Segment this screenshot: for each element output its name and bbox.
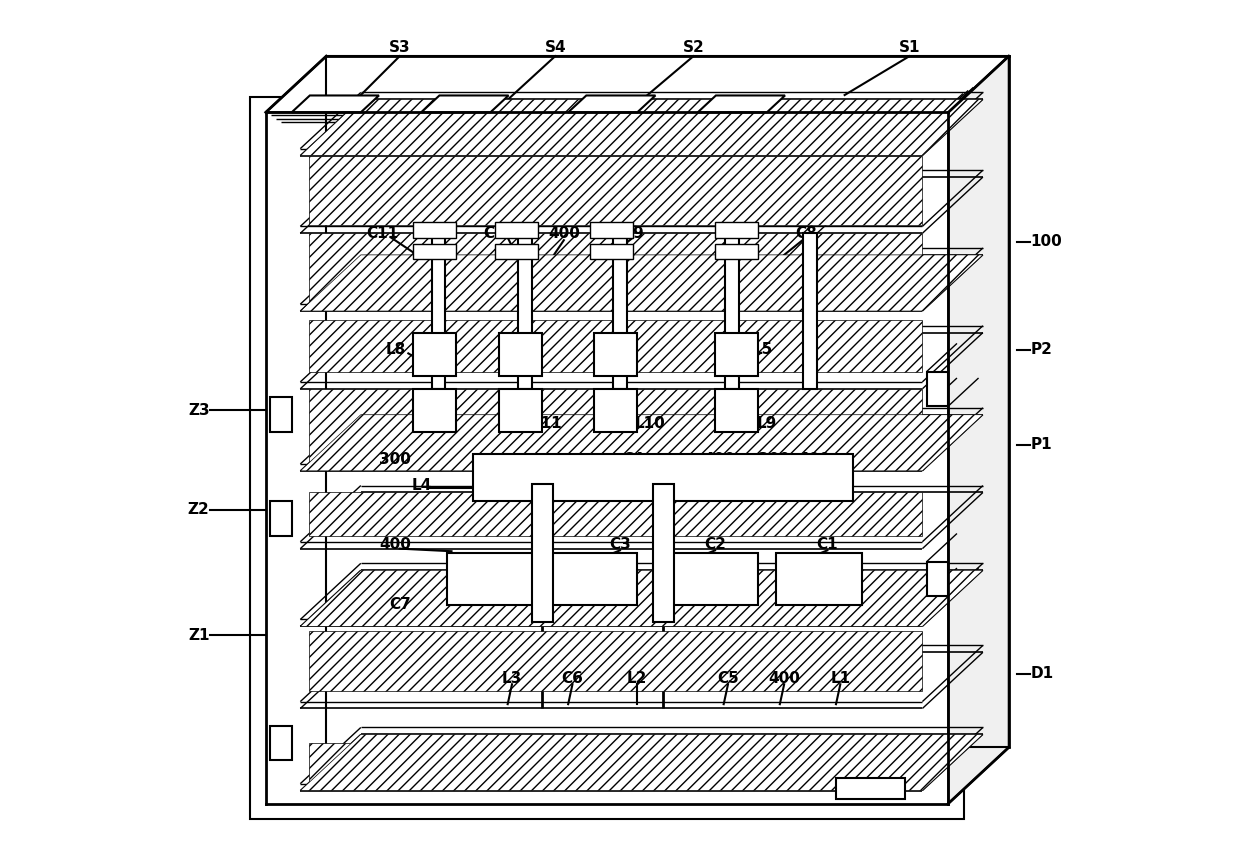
Bar — [594, 333, 637, 376]
Bar — [270, 397, 291, 432]
Bar — [495, 222, 538, 238]
Polygon shape — [949, 56, 1009, 804]
Text: C11: C11 — [366, 226, 398, 241]
Bar — [270, 726, 291, 760]
Text: 300: 300 — [720, 226, 753, 241]
Bar — [413, 333, 456, 376]
Bar — [715, 333, 758, 376]
Polygon shape — [309, 631, 923, 691]
Bar — [518, 233, 532, 389]
Polygon shape — [309, 233, 923, 302]
Text: P1: P1 — [1030, 437, 1052, 453]
Bar — [926, 372, 949, 406]
Bar — [655, 553, 758, 605]
Bar — [715, 244, 758, 259]
Text: 400: 400 — [548, 226, 580, 241]
Bar — [413, 244, 456, 259]
Text: C5: C5 — [717, 670, 739, 686]
Text: 300: 300 — [758, 452, 790, 467]
Text: 400: 400 — [703, 452, 735, 467]
Polygon shape — [309, 320, 923, 372]
Text: L12: L12 — [419, 416, 450, 431]
Bar — [590, 244, 632, 259]
Polygon shape — [309, 743, 923, 786]
Polygon shape — [300, 255, 983, 311]
Text: C2: C2 — [704, 537, 725, 552]
Text: C9: C9 — [622, 226, 644, 241]
Text: Z3: Z3 — [188, 403, 210, 418]
Polygon shape — [568, 96, 656, 112]
Text: L8: L8 — [386, 342, 405, 358]
Text: L1: L1 — [831, 670, 851, 686]
Bar — [255, 102, 959, 814]
Polygon shape — [698, 96, 785, 112]
Text: S1: S1 — [899, 40, 920, 55]
Polygon shape — [300, 734, 983, 791]
Text: L5: L5 — [753, 342, 773, 358]
Text: L4: L4 — [412, 478, 432, 493]
Text: S4: S4 — [544, 40, 565, 55]
Bar — [652, 484, 673, 622]
Bar — [270, 501, 291, 536]
Text: S3: S3 — [389, 40, 410, 55]
Bar — [590, 222, 632, 238]
Bar — [926, 562, 949, 596]
Text: L7: L7 — [502, 342, 522, 358]
Text: C4: C4 — [622, 452, 644, 467]
Text: S2: S2 — [682, 40, 704, 55]
Text: Z2: Z2 — [187, 502, 210, 518]
Bar — [532, 484, 553, 622]
Bar — [715, 389, 758, 432]
Text: C7: C7 — [389, 597, 410, 613]
Bar — [613, 233, 627, 389]
Bar — [495, 244, 538, 259]
Polygon shape — [309, 492, 923, 536]
Bar — [594, 389, 637, 432]
Bar — [836, 778, 905, 799]
Bar — [498, 333, 542, 376]
Text: 400: 400 — [769, 670, 800, 686]
Polygon shape — [265, 56, 1009, 112]
Bar — [725, 233, 739, 389]
Polygon shape — [309, 156, 923, 225]
Text: C1: C1 — [817, 537, 838, 552]
Bar — [804, 233, 817, 389]
Text: C10: C10 — [482, 226, 515, 241]
Text: 300: 300 — [379, 452, 412, 467]
Text: D1: D1 — [1030, 666, 1054, 682]
Text: C8: C8 — [795, 226, 817, 241]
Text: L10: L10 — [635, 416, 666, 431]
Text: P2: P2 — [1030, 342, 1053, 358]
Bar — [413, 389, 456, 432]
Text: L2: L2 — [627, 670, 647, 686]
Polygon shape — [300, 415, 983, 471]
Bar — [265, 112, 949, 804]
Bar — [448, 553, 637, 605]
Text: 400: 400 — [799, 452, 831, 467]
Text: C6: C6 — [562, 670, 583, 686]
Bar — [715, 222, 758, 238]
Text: 400: 400 — [379, 537, 412, 552]
Bar — [498, 389, 542, 432]
Polygon shape — [300, 99, 983, 156]
Text: L11: L11 — [531, 416, 562, 431]
Bar — [474, 454, 853, 501]
Polygon shape — [309, 389, 923, 462]
Bar — [432, 233, 445, 389]
Text: 100: 100 — [1030, 234, 1063, 250]
Polygon shape — [291, 96, 379, 112]
Bar — [413, 222, 456, 238]
Text: L6: L6 — [614, 342, 635, 358]
Bar — [775, 553, 862, 605]
Polygon shape — [300, 570, 983, 626]
Polygon shape — [422, 96, 508, 112]
Text: L3: L3 — [502, 670, 522, 686]
Text: L9: L9 — [756, 416, 777, 431]
Bar — [260, 107, 954, 809]
Text: Z1: Z1 — [188, 627, 210, 643]
Bar — [250, 97, 963, 819]
Text: C3: C3 — [609, 537, 631, 552]
